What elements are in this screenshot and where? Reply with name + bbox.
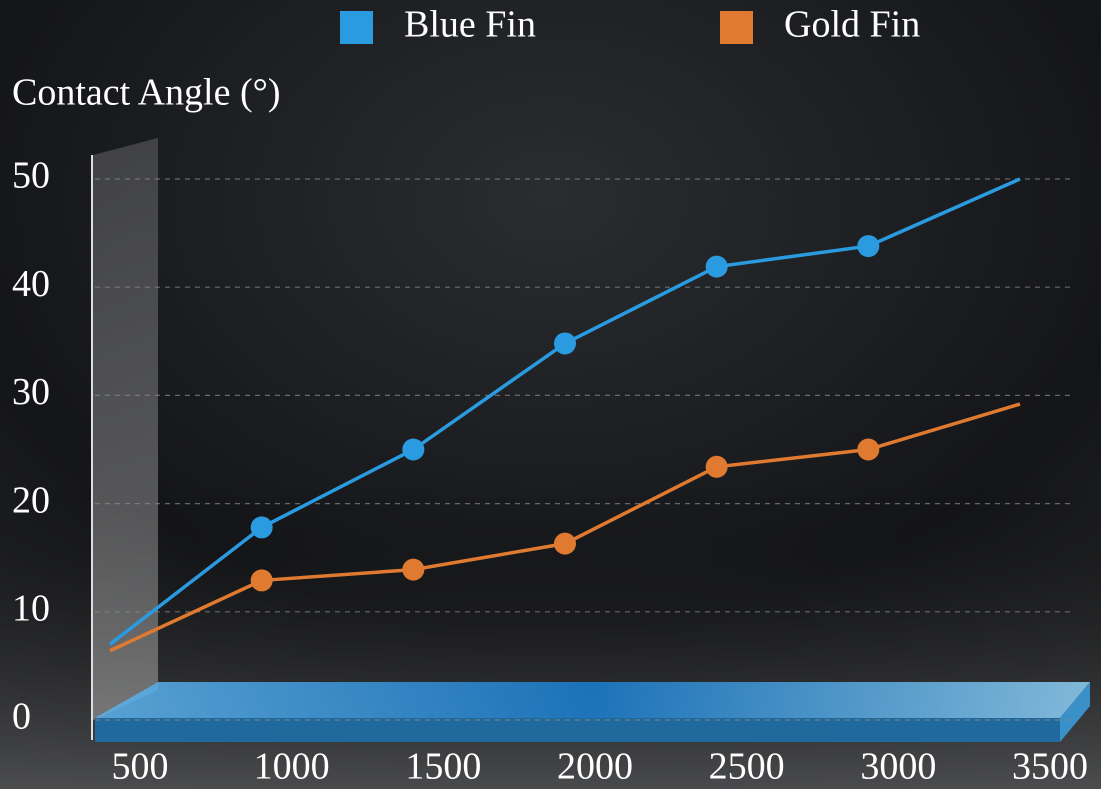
y-tick-label: 50 [12,155,50,197]
plot [108,177,1021,653]
data-point [554,332,576,355]
y-tick-label: 10 [12,588,50,630]
data-point [857,235,880,258]
x-tick-label: 1500 [405,746,481,788]
x-tick-label: 2500 [709,746,785,788]
grid: 0 10 20 30 40 50 500 1000 1500 2000 2500 3000 3500 [12,155,1088,788]
data-point [705,255,728,278]
legend: Blue Fin Gold Fin [340,4,920,46]
x-tick-label: 500 [112,746,169,788]
base-side [1060,682,1090,742]
data-point [250,569,273,592]
data-point [402,438,425,461]
y-tick-label: 20 [12,479,50,521]
y-tick-label: 0 [12,696,31,738]
base-top [95,682,1090,718]
data-point [705,455,728,478]
x-tick-label: 3500 [1012,746,1088,788]
y-axis-title: Contact Angle (°) [12,72,280,114]
legend-label: Gold Fin [784,4,920,46]
data-point [554,532,576,555]
data-point [857,438,880,461]
glass-wall [93,138,158,720]
floor [0,480,1101,789]
y-tick-label: 30 [12,371,50,413]
legend-label: Blue Fin [404,4,536,46]
y-tick-label: 40 [12,263,50,305]
x-tick-label: 2000 [557,746,633,788]
data-point [250,516,273,539]
data-point [402,558,425,581]
legend-swatch [720,11,753,44]
base-front [95,718,1060,742]
x-tick-label: 1000 [254,746,330,788]
legend-swatch [340,11,373,44]
x-tick-label: 3000 [860,746,936,788]
